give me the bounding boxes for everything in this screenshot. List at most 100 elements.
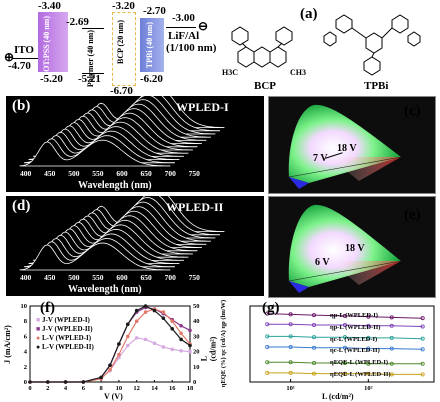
y2-tick-label: 10: [193, 364, 200, 371]
data-point: [342, 335, 347, 340]
data-point: [420, 324, 425, 329]
panel-b-letter: (b): [12, 98, 31, 114]
panel-e: (e) 18 V 6 V: [268, 196, 436, 298]
lif-level: [166, 27, 196, 28]
panel-f-xlabel: V (V): [104, 392, 123, 401]
data-point: [179, 331, 183, 336]
data-point: [152, 341, 157, 346]
spectrum-trace: [19, 242, 171, 271]
panel-c-voltage-low: 7 V: [313, 153, 328, 164]
tpbi-label: TPBi (40 nm): [145, 22, 154, 69]
panel-g-xlabel: L (cd/m²): [322, 392, 354, 401]
data-point: [389, 372, 394, 377]
tick-label: 750: [188, 169, 200, 178]
data-point: [265, 360, 270, 365]
tick-label: 600: [116, 169, 128, 178]
data-point: [125, 334, 130, 339]
legend-label: L-V (WPLED-II): [41, 343, 94, 351]
y2-tick-label: 40: [193, 318, 200, 325]
y2-tick-label: 20: [193, 349, 200, 356]
data-point: [134, 336, 139, 340]
data-point: [342, 322, 347, 328]
legend-label: L-V (WPLED-I): [41, 334, 92, 342]
data-point: [265, 334, 270, 339]
legend-label: J-V (WPLED-I): [41, 316, 90, 324]
pedot-bottom: -5.20: [40, 73, 63, 85]
data-point: [389, 323, 394, 328]
data-point: [389, 315, 394, 320]
data-point: [366, 371, 371, 376]
cie-diagram-e: [288, 204, 402, 293]
minus-icon: ⊖: [198, 19, 209, 33]
x-tick-label: 4: [64, 385, 68, 392]
legend-item: ■ J-V (WPLED-I): [36, 316, 90, 324]
tpbi-molecule-diagram: [323, 14, 421, 76]
data-point: [311, 313, 317, 318]
data-point: [143, 304, 148, 308]
data-point: [179, 349, 183, 353]
data-point: [265, 311, 270, 316]
data-point: [389, 361, 394, 366]
panel-d-ticks: 400 450 500 550 600 650 700 750: [20, 273, 200, 282]
data-point: [81, 380, 86, 384]
tick-label: 450: [44, 273, 56, 282]
data-point: [161, 345, 166, 349]
y2-tick-label: 50: [193, 303, 200, 310]
panel-g-ylabel: ηEQE (%) ηc (cd/A) ηp (lm/W): [220, 299, 228, 388]
data-point: [179, 323, 183, 328]
tpbi-top: -2.70: [143, 5, 166, 17]
data-point: [420, 347, 425, 352]
lif-label: LiF/Al: [168, 30, 200, 42]
efficiency-chart: 10¹ 10²: [249, 305, 435, 392]
panel-d: (d) WPLED-II Wavelength (nm) 400 450 500…: [6, 196, 264, 296]
data-point: [188, 349, 192, 354]
plot-frame: [249, 305, 435, 383]
panel-g-letter: (g): [262, 300, 280, 316]
data-point: [288, 370, 293, 375]
data-point: [342, 360, 347, 366]
y2-tick-label: 30: [193, 333, 200, 340]
tick-label: 550: [92, 169, 104, 178]
legend-item: ■ J-V (WPLED-II): [36, 325, 93, 333]
mol-bcp-name: BCP: [254, 80, 276, 92]
x-tick-label: 2: [46, 385, 49, 392]
data-point: [134, 308, 139, 313]
bcp-top: -3.20: [112, 0, 135, 12]
panel-d-letter: (d): [12, 198, 31, 214]
tick-label: 750: [188, 273, 200, 282]
panel-c-letter: (c): [404, 103, 421, 119]
bcp-box: [112, 12, 136, 86]
data-point: [143, 337, 148, 342]
panel-d-spectra: [19, 196, 225, 271]
data-point: [265, 370, 270, 375]
data-point: [311, 360, 317, 366]
polymer-bottom: -5.21: [78, 73, 101, 85]
series-line: [267, 361, 423, 365]
panel-f: 0 2 4 6 8 10 12 14 16 18 0 2 4 6 8 10 0 10 20 30 40 50 (f) J …: [0, 300, 218, 402]
series-line: [267, 372, 423, 375]
ito-label: ITO: [14, 44, 34, 56]
data-point: [265, 322, 270, 327]
legend-item: ● L-V (WPLED-II): [36, 343, 94, 351]
data-point: [311, 322, 317, 328]
bcp-label: BCP (20 nm): [116, 20, 125, 64]
tick-label: 700: [164, 169, 176, 178]
series-line: [267, 335, 423, 340]
y-tick-label: 8: [24, 318, 28, 325]
data-point: [389, 335, 394, 340]
panel-f-letter: (f): [40, 300, 55, 316]
y2-tick-label: 0: [193, 379, 196, 386]
panel-c-voltage-high: 18 V: [337, 143, 357, 154]
data-point: [28, 380, 32, 384]
tick-label: 550: [92, 273, 104, 282]
data-point: [117, 352, 121, 357]
panel-a-letter: (a): [300, 6, 318, 22]
panel-d-title: WPLED-II: [166, 200, 224, 214]
legend-item: ηc-L (WPLED-I): [330, 335, 378, 343]
legend-item: ηEQE-L (WPLED-I): [330, 359, 389, 367]
legend-item: ● L-V (WPLED-I): [36, 334, 92, 342]
data-point: [265, 344, 270, 350]
pedot-top: -3.40: [38, 0, 61, 12]
panel-f-ylabel-right: L (cd/m²): [199, 336, 218, 362]
